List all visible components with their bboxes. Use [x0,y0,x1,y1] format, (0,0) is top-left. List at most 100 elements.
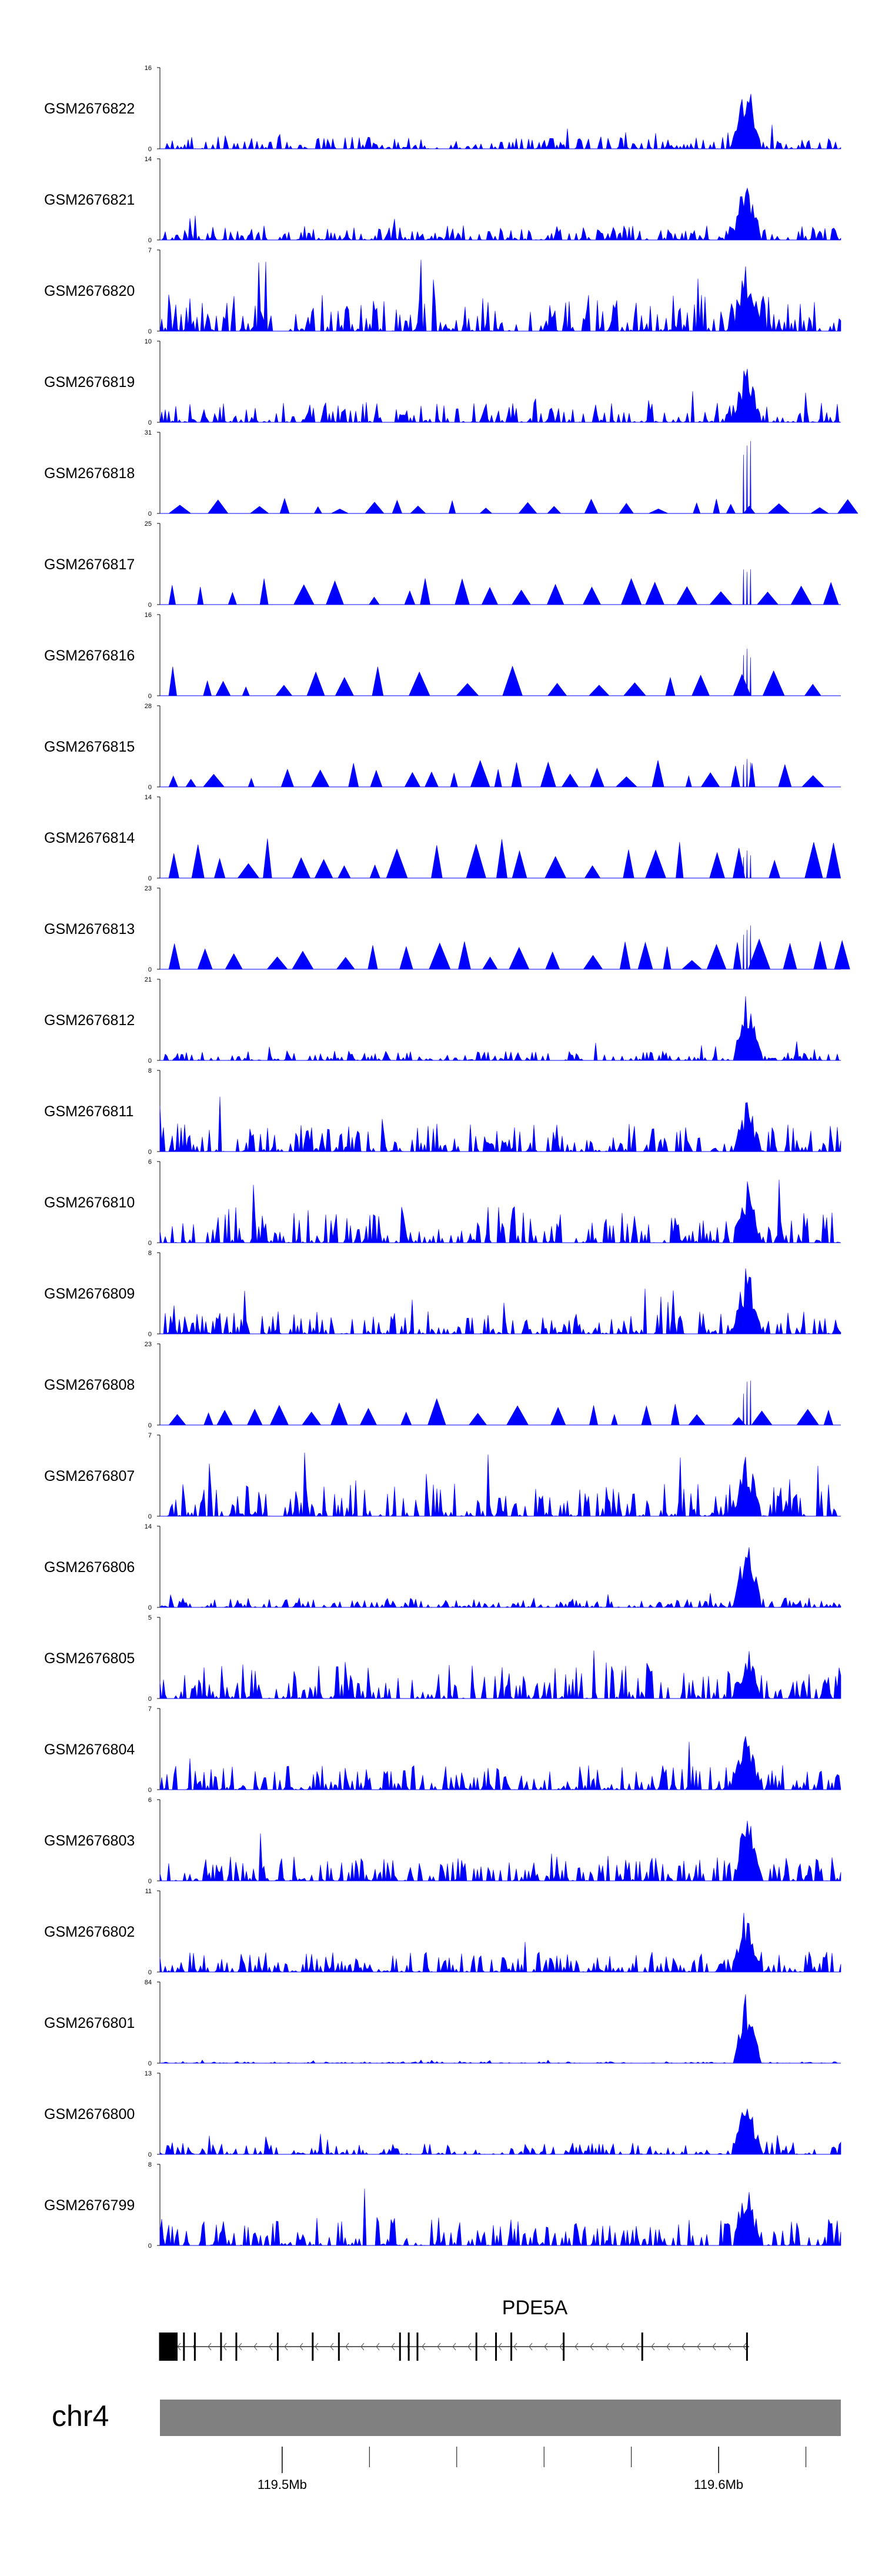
track-label: GSM2676802 [44,1924,135,1940]
y-zero-label: 0 [148,784,152,791]
strand-arrow [620,2343,624,2351]
track-label: GSM2676806 [44,1559,135,1576]
y-max-label: 16 [145,65,152,72]
y-max-label: 14 [145,156,152,163]
gene-exon [399,2333,401,2361]
gene-exon [563,2333,565,2361]
y-max-label: 8 [148,1250,152,1257]
track-GSM2676817: GSM2676817 25 0 [44,520,841,609]
gene-exon [312,2333,314,2361]
gene-exon [510,2333,513,2361]
y-zero-label: 0 [148,237,152,244]
strand-arrow [330,2343,334,2351]
gene-exon [220,2333,222,2361]
y-max-label: 25 [145,520,152,528]
chromosome-label: chr4 [52,2400,109,2432]
y-zero-label: 0 [148,1240,152,1247]
y-max-label: 7 [148,1432,152,1439]
gene-exon [170,2333,172,2361]
y-max-label: 11 [145,1888,152,1895]
y-zero-label: 0 [148,1422,152,1429]
y-max-label: 6 [148,1159,152,1166]
y-zero-label: 0 [148,602,152,609]
y-zero-label: 0 [148,2151,152,2158]
y-zero-label: 0 [148,1604,152,1611]
track-label: GSM2676813 [44,921,135,937]
y-max-label: 21 [145,976,152,983]
coverage-area [160,838,841,879]
y-zero-label: 0 [148,146,152,153]
y-zero-label: 0 [148,419,152,426]
y-max-label: 23 [145,1341,152,1348]
track-label: GSM2676804 [44,1741,135,1758]
coverage-area [160,1452,841,1517]
strand-arrow [498,2343,502,2351]
strand-arrow [360,2343,365,2351]
y-zero-label: 0 [148,966,152,973]
track-label: GSM2676814 [44,830,135,846]
strand-arrow [636,2343,640,2351]
coverage-area [159,2108,841,2155]
y-max-label: 8 [148,1067,152,1075]
gene-exon [183,2333,185,2361]
strand-arrow [727,2343,731,2351]
track-label: GSM2676803 [44,1833,135,1849]
gene-track: PDE5A [159,2297,750,2361]
track-GSM2676799: GSM2676799 8 0 [44,2161,841,2250]
track-label: GSM2676821 [44,192,135,208]
track-GSM2676822: GSM2676822 16 0 [44,65,841,153]
strand-arrow [697,2343,701,2351]
track-label: GSM2676812 [44,1012,135,1029]
gene-exon [235,2333,238,2361]
strand-arrow [712,2343,716,2351]
strand-arrow [376,2343,380,2351]
strand-arrow [483,2343,487,2351]
coverage-area [160,649,841,696]
coverage-area [159,1268,841,1335]
gene-exon [641,2333,643,2361]
track-label: GSM2676822 [44,101,135,117]
y-max-label: 31 [145,429,152,436]
strand-arrow [651,2343,655,2351]
y-max-label: 16 [145,612,152,619]
y-max-label: 23 [145,885,152,892]
track-label: GSM2676817 [44,556,135,573]
track-GSM2676804: GSM2676804 7 0 [44,1706,841,1794]
y-max-label: 7 [148,1706,152,1713]
track-GSM2676814: GSM2676814 14 0 [44,794,841,882]
y-zero-label: 0 [148,693,152,700]
y-zero-label: 0 [148,1149,152,1156]
track-label: GSM2676811 [44,1103,133,1120]
track-GSM2676811: GSM2676811 8 0 [44,1067,841,1156]
coverage-area [159,1820,841,1882]
strand-arrow [299,2343,303,2351]
y-zero-label: 0 [148,2060,152,2067]
strand-arrow [559,2343,563,2351]
gene-name: PDE5A [502,2297,568,2319]
coverage-area [159,1994,841,2064]
strand-arrow [605,2343,609,2351]
coverage-area [159,1179,841,1244]
strand-arrow [743,2343,747,2351]
track-GSM2676813: GSM2676813 23 0 [44,885,850,973]
strand-arrow [544,2343,548,2351]
coverage-area [160,925,850,970]
y-max-label: 14 [145,794,152,801]
track-GSM2676807: GSM2676807 7 0 [44,1432,841,1520]
strand-arrow [681,2343,686,2351]
strand-arrow [452,2343,456,2351]
y-zero-label: 0 [148,1878,152,1885]
coverage-area [160,569,841,605]
y-max-label: 10 [145,338,152,345]
track-GSM2676821: GSM2676821 14 0 [44,156,841,244]
y-zero-label: 0 [148,1057,152,1065]
y-max-label: 6 [148,1797,152,1804]
track-label: GSM2676818 [44,465,135,482]
gene-exon [276,2333,279,2361]
y-zero-label: 0 [148,1696,152,1703]
gene-exon [416,2333,419,2361]
track-label: GSM2676816 [44,648,135,664]
y-max-label: 14 [145,1523,152,1530]
track-label: GSM2676810 [44,1194,135,1211]
